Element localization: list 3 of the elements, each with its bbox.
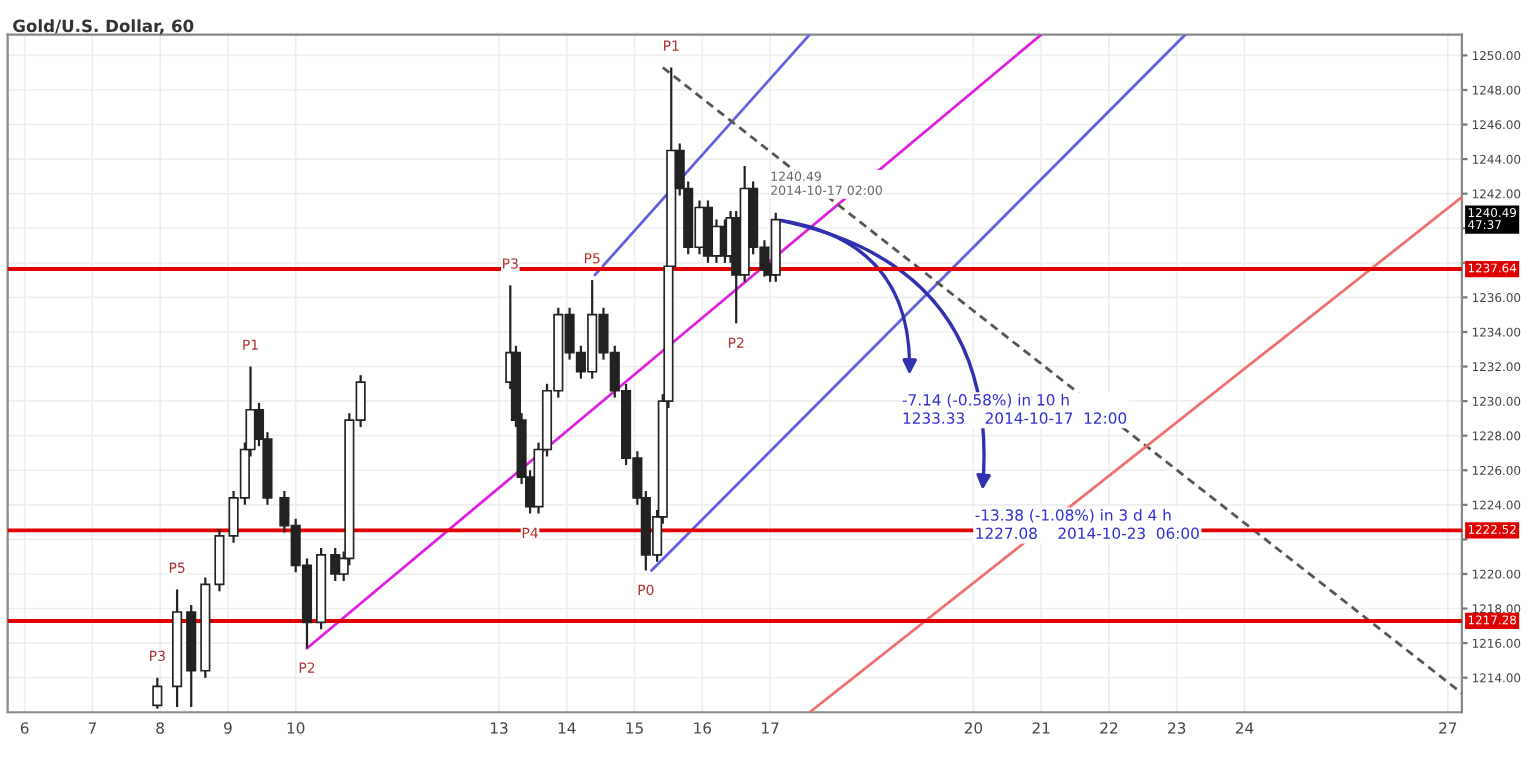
candlestick <box>152 676 163 710</box>
candlestick <box>330 546 341 582</box>
chart-title: Gold/U.S. Dollar, 60 <box>13 19 194 35</box>
